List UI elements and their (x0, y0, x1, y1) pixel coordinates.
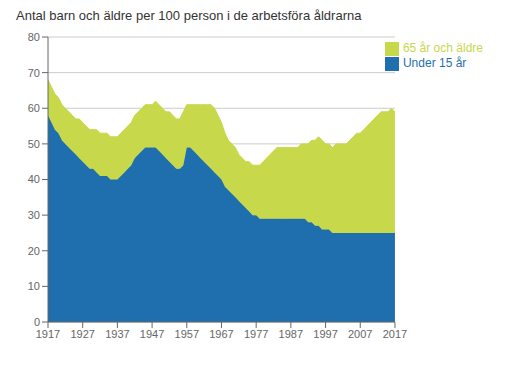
svg-text:1917: 1917 (36, 328, 60, 340)
svg-text:1927: 1927 (70, 328, 94, 340)
svg-text:2007: 2007 (348, 328, 372, 340)
svg-text:0: 0 (34, 316, 40, 328)
svg-text:2017: 2017 (383, 328, 407, 340)
svg-text:70: 70 (28, 67, 40, 79)
svg-text:1947: 1947 (140, 328, 164, 340)
svg-text:1967: 1967 (209, 328, 233, 340)
html-text:Under 15 år: Under 15 år (402, 55, 467, 70)
svg-text:40: 40 (28, 173, 40, 185)
html-text:Antal barn och äldre per 100 p: Antal barn och äldre per 100 person i de… (16, 8, 362, 23)
svg-text:20: 20 (28, 245, 40, 257)
svg-text:30: 30 (28, 209, 40, 221)
html-text:65 år och äldre: 65 år och äldre (402, 41, 483, 55)
svg-text:1957: 1957 (175, 328, 199, 340)
svg-text:1937: 1937 (105, 328, 129, 340)
svg-text:60: 60 (28, 102, 40, 114)
svg-text:50: 50 (28, 138, 40, 150)
svg-text:80: 80 (28, 31, 40, 43)
svg-text:1977: 1977 (244, 328, 268, 340)
svg-text:1987: 1987 (279, 328, 303, 340)
svg-text:10: 10 (28, 280, 40, 292)
svg-text:1997: 1997 (313, 328, 337, 340)
